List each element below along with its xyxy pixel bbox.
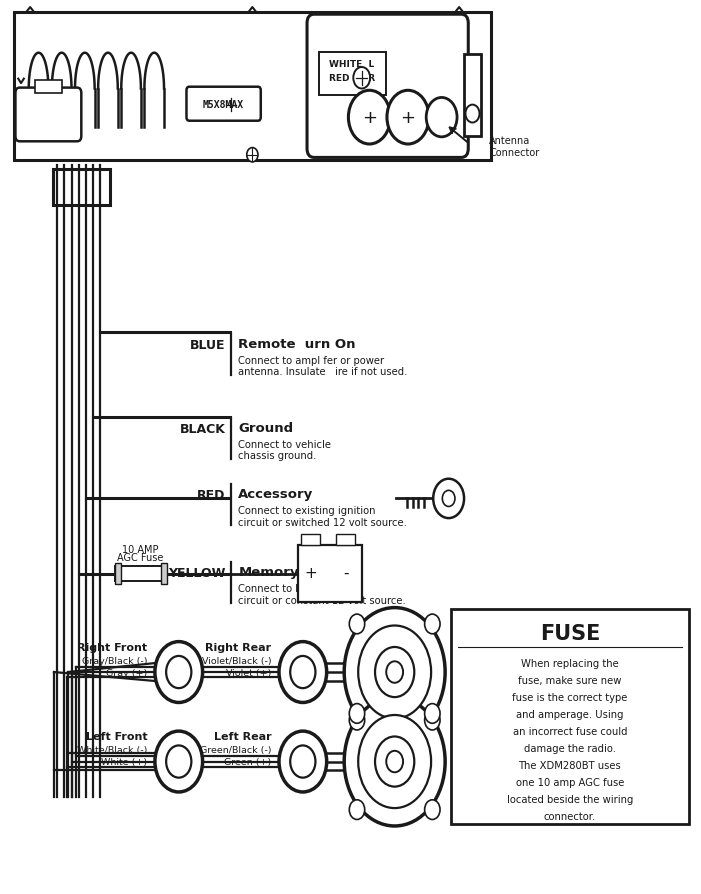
Text: BLACK: BLACK bbox=[180, 423, 226, 435]
Bar bbox=[115, 567, 167, 581]
Text: antenna. Insulate   ire if not used.: antenna. Insulate ire if not used. bbox=[238, 367, 408, 377]
Text: White (+): White (+) bbox=[101, 757, 147, 766]
Circle shape bbox=[425, 614, 440, 634]
FancyBboxPatch shape bbox=[186, 88, 261, 122]
Circle shape bbox=[224, 97, 238, 114]
Text: Gray (+): Gray (+) bbox=[106, 668, 147, 677]
Text: Memory: Memory bbox=[238, 566, 299, 578]
Text: White/Black (-): White/Black (-) bbox=[77, 746, 147, 755]
Text: one 10 amp AGC fuse: one 10 amp AGC fuse bbox=[516, 777, 624, 788]
Text: +: + bbox=[400, 109, 416, 127]
FancyBboxPatch shape bbox=[15, 89, 81, 142]
Text: fuse, make sure new: fuse, make sure new bbox=[518, 675, 622, 686]
Circle shape bbox=[353, 68, 370, 89]
Text: RED: RED bbox=[198, 489, 226, 502]
Circle shape bbox=[426, 98, 457, 138]
Text: RED      R: RED R bbox=[329, 74, 375, 83]
Circle shape bbox=[279, 642, 327, 703]
Text: -: - bbox=[343, 565, 348, 580]
Circle shape bbox=[279, 731, 327, 792]
Circle shape bbox=[349, 800, 365, 820]
Circle shape bbox=[386, 662, 403, 683]
Bar bbox=[298, 545, 362, 603]
Circle shape bbox=[425, 711, 440, 730]
Circle shape bbox=[155, 642, 203, 703]
Text: Violet/Black (-): Violet/Black (-) bbox=[202, 656, 271, 665]
FancyBboxPatch shape bbox=[307, 15, 468, 158]
Circle shape bbox=[348, 91, 390, 145]
Text: The XDM280BT uses: The XDM280BT uses bbox=[519, 760, 621, 771]
Text: +: + bbox=[304, 565, 317, 580]
Text: 10 AMP: 10 AMP bbox=[122, 544, 158, 554]
Text: FUSE: FUSE bbox=[540, 623, 600, 643]
Text: Antenna
Connector: Antenna Connector bbox=[489, 136, 540, 157]
Text: Connect to existing ignition: Connect to existing ignition bbox=[238, 505, 376, 516]
Bar bbox=[161, 563, 167, 585]
Circle shape bbox=[247, 148, 258, 163]
Circle shape bbox=[442, 491, 455, 507]
Text: connector.: connector. bbox=[544, 811, 596, 822]
Text: Left Front: Left Front bbox=[86, 731, 147, 742]
Bar bbox=[14, 13, 491, 161]
Text: Ground: Ground bbox=[238, 422, 294, 434]
Bar bbox=[336, 535, 355, 545]
Bar bbox=[451, 610, 689, 824]
Text: Gray/Black (-): Gray/Black (-) bbox=[82, 656, 147, 665]
Circle shape bbox=[290, 656, 315, 688]
Text: +: + bbox=[362, 109, 377, 127]
Text: When replacing the: When replacing the bbox=[521, 658, 619, 669]
Text: YELLOW: YELLOW bbox=[168, 567, 226, 579]
Text: Remote  urn On: Remote urn On bbox=[238, 338, 356, 350]
Text: Right Rear: Right Rear bbox=[205, 642, 271, 653]
Text: fuse is the correct type: fuse is the correct type bbox=[512, 692, 627, 703]
Text: Connect to ampl fer or power: Connect to ampl fer or power bbox=[238, 355, 384, 366]
Circle shape bbox=[375, 647, 414, 697]
Circle shape bbox=[425, 704, 440, 723]
Text: Right Front: Right Front bbox=[77, 642, 147, 653]
Text: Green/Black (-): Green/Black (-) bbox=[200, 746, 271, 755]
Bar bbox=[115, 563, 121, 585]
Bar bbox=[319, 53, 386, 96]
Circle shape bbox=[358, 715, 431, 808]
Text: Violet (+): Violet (+) bbox=[226, 668, 271, 677]
Text: damage the radio.: damage the radio. bbox=[524, 743, 616, 754]
Text: located beside the wiring: located beside the wiring bbox=[507, 794, 633, 805]
Bar bbox=[35, 81, 62, 94]
Circle shape bbox=[166, 746, 191, 778]
Circle shape bbox=[155, 731, 203, 792]
Text: chassis ground.: chassis ground. bbox=[238, 451, 317, 461]
Circle shape bbox=[465, 105, 479, 123]
Circle shape bbox=[166, 656, 191, 688]
Circle shape bbox=[387, 91, 429, 145]
Circle shape bbox=[425, 800, 440, 820]
Circle shape bbox=[349, 614, 365, 634]
Text: an incorrect fuse could: an incorrect fuse could bbox=[512, 726, 627, 737]
Bar bbox=[301, 535, 320, 545]
Text: circuit or constant 12 volt source.: circuit or constant 12 volt source. bbox=[238, 595, 406, 605]
Text: and amperage. Using: and amperage. Using bbox=[516, 709, 624, 720]
Text: Left Rear: Left Rear bbox=[214, 731, 271, 742]
Circle shape bbox=[349, 704, 365, 723]
Text: BLUE: BLUE bbox=[190, 339, 226, 351]
Circle shape bbox=[386, 751, 403, 772]
Circle shape bbox=[344, 608, 445, 737]
Text: Connect to battery: Connect to battery bbox=[238, 583, 332, 594]
Text: circuit or switched 12 volt source.: circuit or switched 12 volt source. bbox=[238, 517, 407, 527]
Text: AGC Fuse: AGC Fuse bbox=[117, 552, 163, 563]
Text: Connect to vehicle: Connect to vehicle bbox=[238, 439, 332, 450]
Bar bbox=[53, 170, 110, 206]
Circle shape bbox=[290, 746, 315, 778]
Circle shape bbox=[344, 697, 445, 826]
Circle shape bbox=[375, 737, 414, 787]
Circle shape bbox=[358, 626, 431, 719]
Circle shape bbox=[349, 711, 365, 730]
Text: Green (+): Green (+) bbox=[224, 757, 271, 766]
Text: Accessory: Accessory bbox=[238, 488, 313, 501]
Circle shape bbox=[433, 479, 464, 519]
Bar bbox=[464, 55, 481, 137]
Text: WHITE  L: WHITE L bbox=[329, 60, 374, 69]
Text: M5X8MAX: M5X8MAX bbox=[203, 99, 244, 110]
